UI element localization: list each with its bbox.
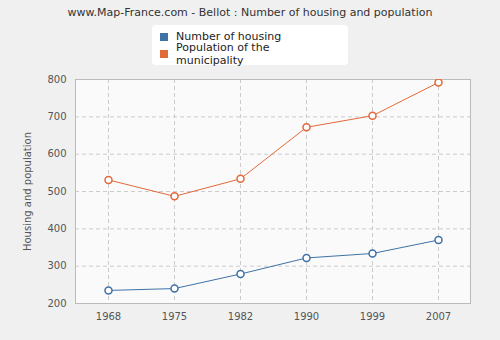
html-text:Population of the municipality: Population of the municipality — [176, 40, 270, 67]
svg-text:800: 800 — [47, 74, 66, 85]
svg-text:1975: 1975 — [162, 311, 187, 322]
svg-text:400: 400 — [47, 223, 66, 234]
svg-text:1990: 1990 — [294, 311, 319, 322]
svg-text:200: 200 — [47, 298, 66, 309]
html-text:www.Map-France.com - Bellot :: www.Map-France.com - Bellot : Number of … — [67, 6, 433, 19]
svg-text:500: 500 — [47, 186, 66, 197]
svg-text:1982: 1982 — [228, 311, 253, 322]
svg-text:1968: 1968 — [96, 311, 121, 322]
svg-text:700: 700 — [47, 111, 66, 122]
svg-text:1999: 1999 — [360, 311, 385, 322]
svg-text:300: 300 — [47, 260, 66, 271]
html-text:Number of housing: Number of housing — [176, 30, 282, 43]
svg-text:600: 600 — [47, 148, 66, 159]
svg-text:2007: 2007 — [426, 311, 451, 322]
svg-text:Housing and population: Housing and population — [22, 132, 33, 251]
